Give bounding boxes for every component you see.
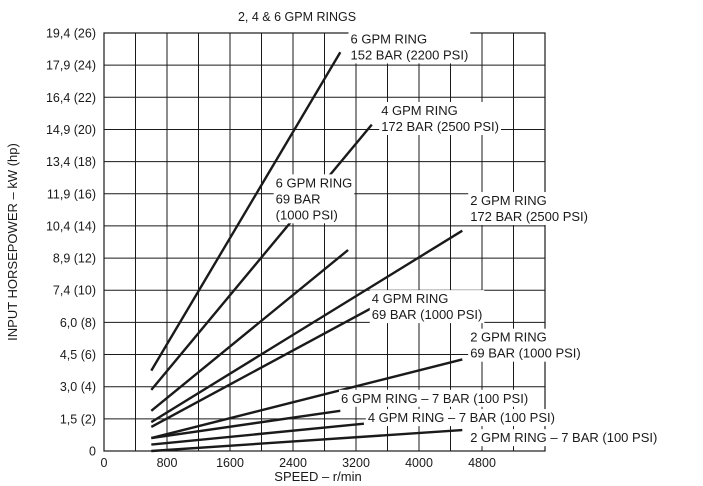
y-tick-label: 0 [89, 445, 96, 459]
series-label-line: 6 GPM RING [276, 175, 353, 190]
y-tick-label: 4,5 (6) [60, 348, 96, 362]
series-label-backdrop [339, 389, 531, 407]
y-tick-label: 17,9 (24) [46, 59, 96, 73]
y-tick-label: 3,0 (4) [60, 380, 96, 394]
series-label-backdrop [365, 409, 557, 427]
y-tick-label: 19,4 (26) [46, 27, 96, 41]
series-line [150, 229, 463, 424]
y-tick-label: 16,4 (22) [46, 91, 96, 105]
series-label: 6 GPM RING 69 BAR (1000 PSI) [273, 174, 355, 224]
series-label-line: 4 GPM RING [381, 103, 458, 118]
y-axis-ticks: 0 1,5 (2) 3,0 (4) 4,5 (6) 6,0 (8) 7,4 (10) 8,9… [46, 27, 96, 459]
x-tick-label: 4800 [468, 456, 496, 470]
series-label-backdrop [348, 30, 471, 64]
series-labels: 6 GPM RING 152 BAR (2200 PSI)4 GPM RING 17… [273, 30, 660, 447]
series-line [151, 409, 341, 440]
series-label-text: 6 GPM RING – 7 BAR (100 PSI) [341, 391, 528, 406]
series-label-text: 2 GPM RING 69 BAR (1000 PSI) [470, 330, 581, 361]
series-label-text: 6 GPM RING 69 BAR (1000 PSI) [276, 175, 353, 222]
series-label-backdrop [468, 192, 590, 226]
series-label: 4 GPM RING 172 BAR (2500 PSI) [379, 101, 501, 135]
series-label-line: (1000 PSI) [276, 207, 338, 222]
series-label: 4 GPM RING 69 BAR (1000 PSI) [369, 290, 485, 324]
series-line [151, 358, 463, 440]
gridlines [104, 33, 545, 451]
series-label-line: 152 BAR (2200 PSI) [350, 47, 468, 62]
series-label-line: 172 BAR (2500 PSI) [381, 119, 499, 134]
series-label-line: 2 GPM RING [470, 193, 547, 208]
x-tick-label: 0 [101, 456, 108, 470]
series-label-line: 2 GPM RING [470, 330, 547, 345]
series-line [150, 306, 373, 428]
series-label-text: 4 GPM RING 69 BAR (1000 PSI) [372, 291, 483, 322]
y-tick-label: 7,4 (10) [53, 284, 96, 298]
series-label-text: 2 GPM RING – 7 BAR (100 PSI) [470, 430, 657, 445]
series-label-text: 6 GPM RING 152 BAR (2200 PSI) [350, 31, 468, 62]
y-tick-label: 1,5 (2) [60, 412, 96, 426]
y-tick-label: 11,9 (16) [47, 187, 96, 201]
series-label-backdrop [273, 174, 355, 224]
x-tick-label: 1600 [216, 456, 244, 470]
series-label: 2 GPM RING – 7 BAR (100 PSI) [468, 429, 660, 447]
series-label: 4 GPM RING – 7 BAR (100 PSI) [365, 409, 557, 427]
series-line [150, 123, 373, 391]
series-label-text: 4 GPM RING 172 BAR (2500 PSI) [381, 103, 499, 134]
series-label: 2 GPM RING 172 BAR (2500 PSI) [468, 192, 590, 226]
series-label-line: 69 BAR (1000 PSI) [470, 346, 581, 361]
series-line [150, 51, 342, 372]
series-label-text: 4 GPM RING – 7 BAR (100 PSI) [368, 410, 555, 425]
x-axis-ticks: 0 800 1600 2400 3200 4000 4800 [101, 456, 496, 470]
series-line [151, 428, 463, 453]
series-label: 6 GPM RING 152 BAR (2200 PSI) [348, 30, 471, 64]
series-label-line: 69 BAR (1000 PSI) [372, 307, 483, 322]
plot-frame [103, 32, 546, 452]
series-label-backdrop [468, 429, 660, 447]
y-tick-label: 10,4 (14) [46, 219, 96, 233]
series-label-line: 4 GPM RING – 7 BAR (100 PSI) [368, 410, 555, 425]
y-tick-label: 6,0 (8) [60, 316, 96, 330]
chart-title: 2, 4 & 6 GPM RINGS [238, 10, 356, 24]
series-label-backdrop [468, 328, 583, 362]
x-axis-label: SPEED – r/min [274, 469, 361, 484]
series-label-line: 4 GPM RING [372, 291, 449, 306]
series-label-line: 2 GPM RING – 7 BAR (100 PSI) [470, 430, 657, 445]
x-tick-label: 4000 [405, 456, 433, 470]
x-tick-label: 3200 [342, 456, 370, 470]
x-tick-label: 800 [157, 456, 178, 470]
y-tick-label: 8,9 (12) [53, 252, 96, 266]
series-label-backdrop [369, 290, 485, 324]
series-label-line: 6 GPM RING [350, 31, 427, 46]
y-tick-label: 13,4 (18) [46, 155, 96, 169]
series-label-text: 2 GPM RING 172 BAR (2500 PSI) [470, 193, 588, 224]
series-label: 6 GPM RING – 7 BAR (100 PSI) [339, 389, 531, 407]
x-tick-label: 2400 [279, 456, 307, 470]
series-label-line: 6 GPM RING – 7 BAR (100 PSI) [341, 391, 528, 406]
series-label-line: 172 BAR (2500 PSI) [470, 209, 588, 224]
series-lines [150, 51, 463, 453]
y-axis-label: INPUT HORSEPOWER – kW (hp) [5, 143, 20, 341]
series-label-backdrop [379, 101, 501, 135]
series-label-line: 69 BAR [276, 191, 321, 206]
series-label: 2 GPM RING 69 BAR (1000 PSI) [468, 328, 583, 362]
y-tick-label: 14,9 (20) [46, 123, 96, 137]
series-line [151, 422, 365, 446]
series-line [150, 249, 349, 412]
